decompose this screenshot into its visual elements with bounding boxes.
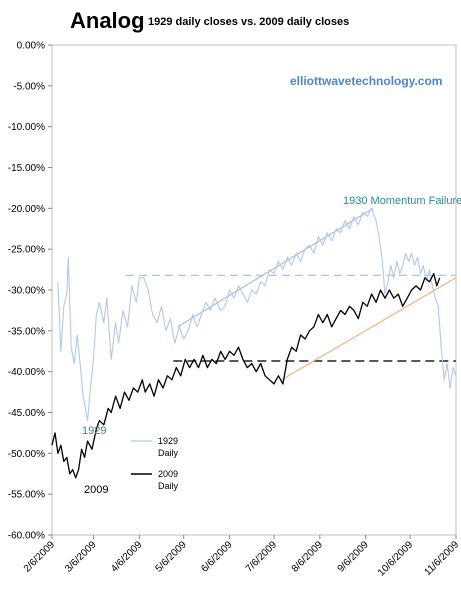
chart-title: Analog: [70, 8, 145, 33]
watermark-text: elliottwavetechnology.com: [290, 74, 442, 88]
annotation-2009: 2009: [84, 484, 108, 496]
y-tick-label: -30.00%: [8, 286, 45, 297]
x-tick-label: 10/6/2009: [376, 539, 416, 579]
y-tick-label: -45.00%: [8, 408, 45, 419]
x-tick-label: 4/6/2009: [109, 539, 145, 575]
y-tick-label: -40.00%: [8, 367, 45, 378]
y-tick-label: -5.00%: [13, 81, 45, 92]
x-tick-label: 3/6/2009: [63, 539, 99, 575]
x-tick-label: 8/6/2009: [290, 539, 326, 575]
chart-subtitle: 1929 daily closes vs. 2009 daily closes: [148, 16, 349, 28]
trendline-1929: [177, 207, 374, 328]
y-tick-label: -20.00%: [8, 204, 45, 215]
y-tick-label: -15.00%: [8, 163, 45, 174]
y-tick-label: -25.00%: [8, 245, 45, 256]
y-tick-label: -60.00%: [8, 531, 45, 542]
annotation-1929: 1929: [82, 425, 106, 437]
x-tick-label: 2/6/2009: [22, 539, 58, 575]
y-tick-label: 0.00%: [17, 41, 45, 52]
legend: 1929 Daily 2009 Daily: [131, 436, 179, 491]
x-tick-label: 11/6/2009: [422, 539, 461, 578]
x-tick-label: 7/6/2009: [244, 539, 280, 575]
series-line-1929: [57, 207, 457, 422]
trendline-2009: [281, 277, 457, 381]
series-line-2009: [51, 273, 441, 479]
legend-label: 2009 Daily: [158, 469, 179, 491]
legend-label: 1929 Daily: [158, 436, 179, 458]
x-tick-label: 6/6/2009: [199, 539, 235, 575]
x-tick-label: 5/6/2009: [154, 539, 190, 575]
x-tick-label: 9/6/2009: [336, 539, 372, 575]
y-tick-label: -35.00%: [8, 326, 45, 337]
y-tick-label: -55.00%: [8, 490, 45, 501]
annotation-momentum-failure: 1930 Momentum Failure: [343, 195, 461, 207]
plot-area: [51, 44, 457, 536]
y-tick-label: -50.00%: [8, 449, 45, 460]
y-tick-label: -10.00%: [8, 122, 45, 133]
